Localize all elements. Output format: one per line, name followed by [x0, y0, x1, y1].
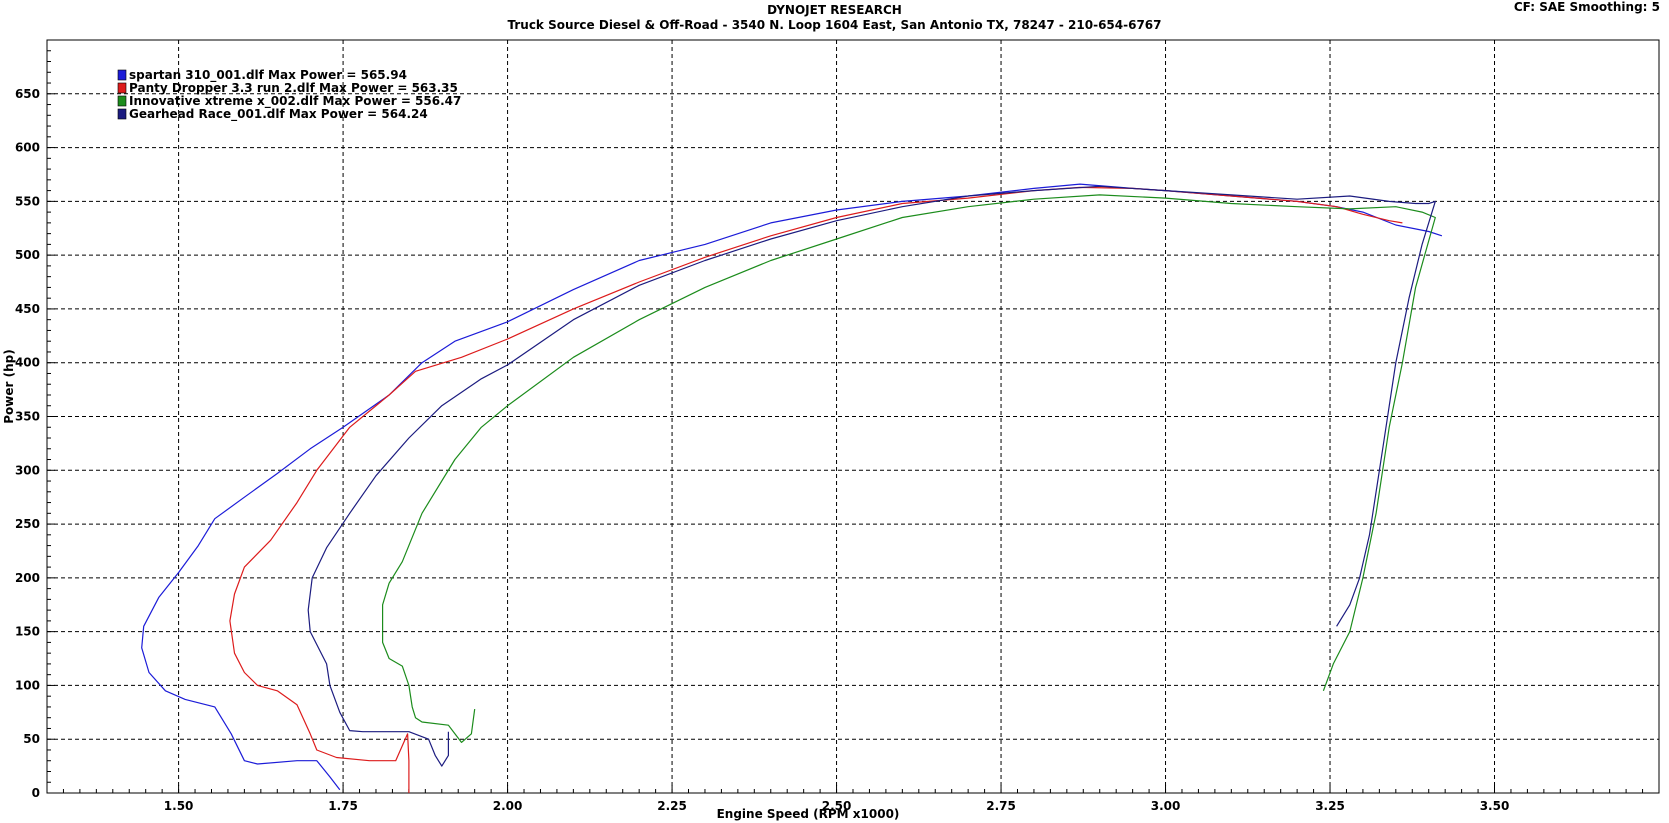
series-line-1	[141, 183, 1443, 791]
y-tick-label: 500	[15, 248, 40, 262]
y-tick-label: 450	[15, 302, 40, 316]
y-tick-label: 400	[15, 356, 40, 370]
y-tick-label: 300	[15, 463, 40, 477]
axis-ticks: 1.50 1.75 2.00 2.25 2.50 2.75 3.00 3.25 3.50 0 50 1…	[15, 39, 1660, 813]
legend-entry: Gearhead Race_001.dlf Max Power = 564.24	[129, 107, 428, 122]
series-layer	[141, 183, 1443, 793]
legend-swatch	[117, 95, 127, 107]
legend-swatch	[117, 108, 127, 120]
x-tick-label: 2.00	[493, 799, 523, 813]
y-tick-label: 250	[15, 517, 40, 531]
y-tick-label: 650	[15, 87, 40, 101]
x-tick-label: 3.25	[1315, 799, 1345, 813]
x-tick-label: 3.50	[1480, 799, 1510, 813]
y-tick-label: 150	[15, 625, 40, 639]
y-axis-title: Power (hp)	[2, 349, 16, 423]
series-line-3	[382, 194, 1436, 743]
series-line-2	[229, 186, 1403, 793]
x-tick-label: 2.50	[822, 799, 852, 813]
x-axis-title: Engine Speed (RPM x1000)	[717, 807, 900, 821]
x-tick-label: 1.50	[164, 799, 194, 813]
x-tick-label: 3.00	[1151, 799, 1181, 813]
chart-title: DYNOJET RESEARCH	[767, 3, 902, 17]
legend-swatch	[117, 69, 127, 81]
y-tick-label: 550	[15, 194, 40, 208]
y-tick-label: 50	[23, 732, 40, 746]
x-tick-label: 1.75	[328, 799, 358, 813]
chart-subtitle: Truck Source Diesel & Off-Road - 3540 N.…	[507, 18, 1162, 32]
y-tick-label: 100	[15, 678, 40, 692]
y-tick-label: 600	[15, 141, 40, 155]
legend: spartan 310_001.dlf Max Power = 565.94Pa…	[117, 68, 461, 122]
x-tick-label: 2.75	[986, 799, 1016, 813]
legend-swatch	[117, 82, 127, 94]
legend-entry: Innovative xtreme x_002.dlf Max Power = …	[129, 94, 461, 109]
settings-readout: CF: SAE Smoothing: 5	[1513, 0, 1660, 14]
y-tick-label: 0	[32, 786, 40, 800]
series-line-4	[307, 185, 1436, 767]
y-tick-label: 200	[15, 571, 40, 585]
x-tick-label: 2.25	[657, 799, 687, 813]
y-tick-label: 350	[15, 410, 40, 424]
legend-entry: spartan 310_001.dlf Max Power = 565.94	[129, 68, 407, 83]
legend-entry: Panty Dropper 3.3 run 2.dlf Max Power = …	[129, 81, 458, 95]
grid-lines	[47, 40, 1659, 793]
